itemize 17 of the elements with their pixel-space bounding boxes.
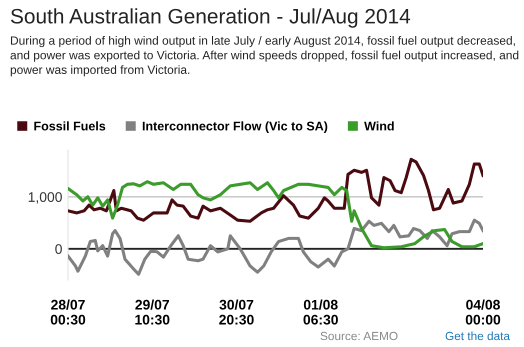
legend-label: Wind bbox=[364, 121, 394, 130]
line-series bbox=[68, 218, 483, 276]
text: Get the data bbox=[446, 331, 510, 340]
y-tick-label: 0 bbox=[55, 244, 62, 254]
x-tick-label: 28/07 00:30 bbox=[50, 299, 86, 325]
y-tick-label: 1,000 bbox=[28, 192, 62, 204]
x-tick-label: 30/07 20:30 bbox=[219, 299, 254, 325]
legend-label: Fossil Fuels bbox=[34, 121, 106, 130]
x-tick-label: 04/08 00:00 bbox=[466, 299, 500, 325]
source-note: Source: AEMO bbox=[320, 332, 398, 340]
x-tick-label: 29/07 10:30 bbox=[135, 299, 170, 325]
chart-title: South Australian Generation - Jul/Aug 2014 bbox=[10, 8, 410, 28]
line-series bbox=[68, 180, 483, 250]
chart-subtitle: During a period of high wind output in late July / early August 2014, fossil fuel output decreased, and power was exported to Victoria. After wind speeds dropped, fossil fuel output increased, and power was imported from Victoria. bbox=[10, 36, 518, 76]
legend-label: Interconnector Flow (Vic to SA) bbox=[142, 121, 328, 133]
line-series bbox=[68, 158, 483, 223]
x-tick-label: 01/08 06:30 bbox=[304, 299, 338, 325]
